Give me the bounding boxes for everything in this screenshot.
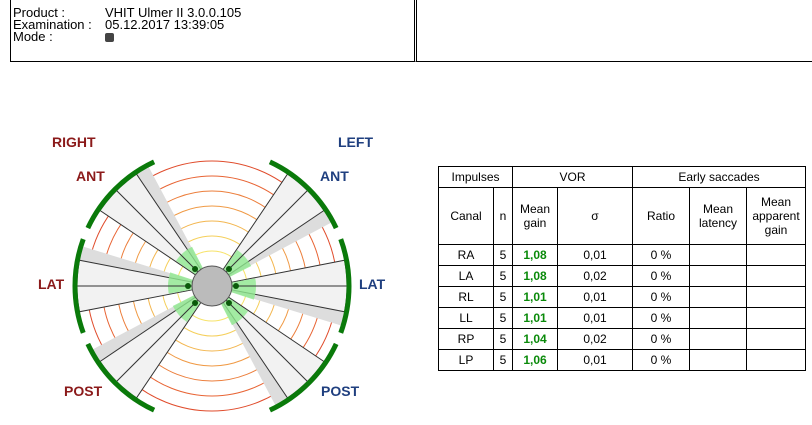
outer-arc bbox=[72, 238, 86, 334]
cell: 5 bbox=[493, 244, 513, 266]
cell: Mean latency bbox=[689, 187, 747, 245]
outer-arc bbox=[338, 238, 352, 334]
mode-icon bbox=[105, 33, 114, 43]
row: Canal n Mean gain σ Ratio Mean latency Mean ap… bbox=[438, 187, 806, 245]
cell: Canal bbox=[438, 187, 494, 245]
cell: Mean apparent gain bbox=[746, 187, 806, 245]
cell: LA bbox=[438, 265, 494, 287]
cell bbox=[746, 265, 806, 287]
cell bbox=[689, 286, 747, 308]
label: ANT bbox=[320, 168, 349, 184]
cell: 0,01 bbox=[557, 286, 633, 308]
cell: 0 % bbox=[632, 349, 690, 371]
label: LAT bbox=[38, 276, 65, 292]
results-table: Impulses VOR Early saccades Canal n Mean gain… bbox=[438, 166, 806, 371]
cell bbox=[689, 265, 747, 287]
value: 05.12.2017 13:39:05 bbox=[105, 17, 225, 32]
axis bbox=[116, 190, 199, 273]
dot bbox=[185, 283, 191, 289]
cell: 0 % bbox=[632, 286, 690, 308]
cell: Ratio bbox=[632, 187, 690, 245]
cell: RP bbox=[438, 328, 494, 350]
cell: LL bbox=[438, 307, 494, 329]
cell bbox=[746, 307, 806, 329]
label: POST bbox=[321, 383, 360, 399]
cell: 0,01 bbox=[557, 349, 633, 371]
cell: LP bbox=[438, 349, 494, 371]
row: Impulses VOR Early saccades bbox=[438, 166, 806, 188]
cell: 5 bbox=[493, 286, 513, 308]
axis bbox=[225, 190, 308, 273]
label: LEFT bbox=[338, 134, 373, 150]
row: RL 5 1,01 0,01 0 % bbox=[438, 286, 806, 308]
label: Mode : bbox=[13, 29, 53, 44]
outer-arc bbox=[85, 342, 156, 413]
label: POST bbox=[64, 383, 103, 399]
cell bbox=[689, 244, 747, 266]
cell: RL bbox=[438, 286, 494, 308]
cell: 0,01 bbox=[557, 244, 633, 266]
cell bbox=[689, 307, 747, 329]
cell: VOR bbox=[512, 166, 633, 188]
label: Examination : bbox=[13, 17, 92, 32]
cell: 0 % bbox=[632, 265, 690, 287]
cell: 1,01 bbox=[512, 307, 558, 329]
cell: 1,08 bbox=[512, 244, 558, 266]
center bbox=[191, 265, 233, 307]
cell: 0,02 bbox=[557, 265, 633, 287]
canal-diagram: RIGHT LEFT ANT ANT LAT LAT POST POST bbox=[38, 134, 386, 413]
dot bbox=[192, 299, 199, 306]
axis bbox=[225, 299, 308, 382]
cell: 0 % bbox=[632, 328, 690, 350]
header-box-right bbox=[416, 0, 812, 62]
cell: 1,06 bbox=[512, 349, 558, 371]
label: ANT bbox=[76, 168, 105, 184]
dot bbox=[225, 266, 232, 273]
dot bbox=[192, 266, 199, 273]
row: RP 5 1,04 0,02 0 % bbox=[438, 328, 806, 350]
mode-row: Mode : bbox=[13, 29, 114, 44]
cell: 0 % bbox=[632, 244, 690, 266]
product-row: Product : VHIT Ulmer II 3.0.0.105 bbox=[13, 5, 242, 20]
label: RIGHT bbox=[52, 134, 96, 150]
row: RA 5 1,08 0,01 0 % bbox=[438, 244, 806, 266]
cell: 5 bbox=[493, 265, 513, 287]
cell: 5 bbox=[493, 349, 513, 371]
cell bbox=[746, 286, 806, 308]
cell: n bbox=[493, 187, 513, 245]
cell: 5 bbox=[493, 307, 513, 329]
cell bbox=[689, 328, 747, 350]
cell: RA bbox=[438, 244, 494, 266]
outer-arc bbox=[85, 159, 156, 230]
label: LAT bbox=[359, 276, 386, 292]
cell: 1,08 bbox=[512, 265, 558, 287]
cell: 0,02 bbox=[557, 328, 633, 350]
cell bbox=[746, 349, 806, 371]
value: VHIT Ulmer II 3.0.0.105 bbox=[105, 5, 242, 20]
cell: 0 % bbox=[632, 307, 690, 329]
cell bbox=[746, 328, 806, 350]
axis bbox=[116, 299, 199, 382]
cell: Early saccades bbox=[632, 166, 806, 188]
row: LL 5 1,01 0,01 0 % bbox=[438, 307, 806, 329]
cell bbox=[689, 349, 747, 371]
cell bbox=[746, 244, 806, 266]
row: LA 5 1,08 0,02 0 % bbox=[438, 265, 806, 287]
header-box: Product : VHIT Ulmer II 3.0.0.105 Examina… bbox=[10, 0, 417, 62]
cell: 5 bbox=[493, 328, 513, 350]
cell: σ bbox=[557, 187, 633, 245]
dot bbox=[233, 283, 239, 289]
label: Product : bbox=[13, 5, 66, 20]
cell: 1,01 bbox=[512, 286, 558, 308]
dot bbox=[225, 299, 232, 306]
row: LP 5 1,06 0,01 0 % bbox=[438, 349, 806, 371]
cell: 0,01 bbox=[557, 307, 633, 329]
cell: Mean gain bbox=[512, 187, 558, 245]
outer-arc bbox=[268, 159, 339, 230]
cell: 1,04 bbox=[512, 328, 558, 350]
outer-arc bbox=[268, 342, 339, 413]
cell: Impulses bbox=[438, 166, 513, 188]
exam-row: Examination : 05.12.2017 13:39:05 bbox=[13, 17, 225, 32]
